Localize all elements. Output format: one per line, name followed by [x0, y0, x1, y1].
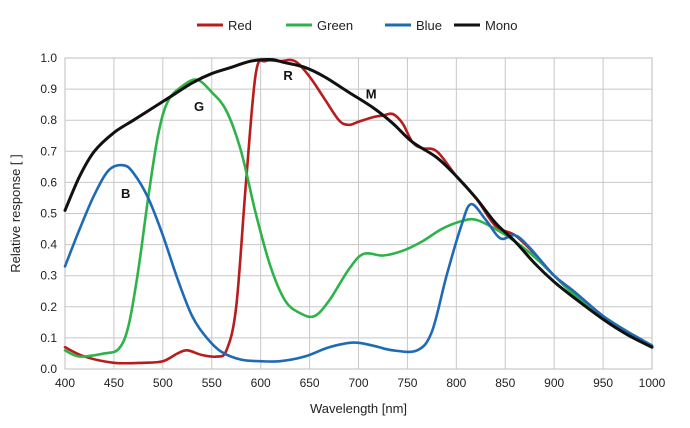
x-tick-labels: 400 450 500 550 600 650 700 750 800 850 900 950 1000 [55, 376, 666, 390]
x-tick-label: 550 [202, 376, 222, 390]
series-line-mono [63, 57, 654, 349]
legend-label-red: Red [228, 18, 252, 33]
series-line-red [63, 58, 654, 365]
grid [64, 57, 653, 370]
x-tick-label: 400 [55, 376, 75, 390]
y-tick-label: 1.0 [40, 51, 57, 65]
legend-label-blue: Blue [416, 18, 442, 33]
y-tick-label: 0.9 [40, 82, 57, 96]
curve-label-m: M [366, 86, 377, 101]
y-tick-label: 0.1 [40, 331, 57, 345]
curve-label-r: R [283, 68, 293, 83]
x-tick-label: 900 [544, 376, 564, 390]
x-tick-label: 650 [300, 376, 320, 390]
y-tick-label: 0.3 [40, 269, 57, 283]
y-tick-label: 0.5 [40, 207, 57, 221]
curve-annotations: R G B M [121, 68, 377, 201]
plot-frame [64, 57, 653, 370]
x-tick-label: 750 [397, 376, 417, 390]
series-lines [63, 57, 654, 365]
y-tick-label: 0.6 [40, 175, 57, 189]
legend: Red Green Blue Mono [197, 18, 518, 33]
x-tick-label: 950 [593, 376, 613, 390]
legend-label-mono: Mono [485, 18, 518, 33]
y-axis-title: Relative response [ ] [8, 154, 23, 273]
y-tick-label: 0.7 [40, 144, 57, 158]
x-tick-label: 600 [251, 376, 271, 390]
x-axis-title: Wavelength [nm] [310, 401, 407, 416]
series-line-blue [63, 163, 654, 363]
x-tick-label: 500 [153, 376, 173, 390]
y-tick-label: 0.2 [40, 300, 57, 314]
x-tick-label: 450 [104, 376, 124, 390]
x-tick-label: 800 [446, 376, 466, 390]
y-tick-label: 0.8 [40, 113, 57, 127]
y-tick-label: 0.4 [40, 238, 57, 252]
y-tick-label: 0.0 [40, 362, 57, 376]
x-tick-label: 1000 [639, 376, 666, 390]
x-tick-label: 850 [495, 376, 515, 390]
curve-label-g: G [194, 99, 204, 114]
y-tick-labels: 0.0 0.1 0.2 0.3 0.4 0.5 0.6 0.7 0.8 0.9 1.0 [40, 51, 57, 376]
legend-label-green: Green [317, 18, 353, 33]
x-tick-label: 700 [348, 376, 368, 390]
curve-label-b: B [121, 186, 130, 201]
